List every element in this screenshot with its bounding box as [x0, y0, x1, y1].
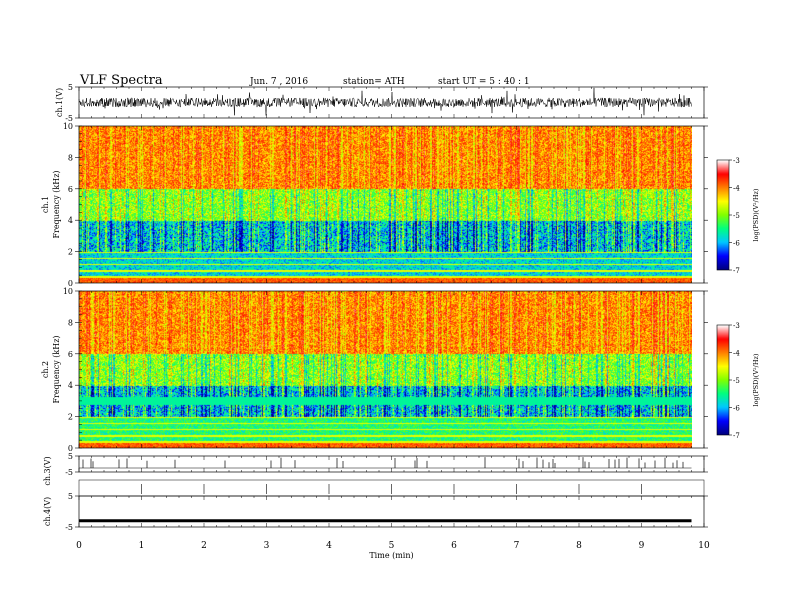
spectrogram-layer	[79, 126, 692, 448]
x-tick-label: 9	[639, 541, 645, 551]
marks-layer	[78, 87, 692, 523]
ch3-ytick-label: 5	[68, 452, 73, 461]
x-axis-label: Time (min)	[369, 551, 413, 560]
colorbar-tick-label: -3	[733, 157, 740, 165]
x-tick-label: 10	[698, 541, 710, 551]
panel-frame-gap	[78, 479, 705, 497]
x-tick-label: 6	[451, 541, 457, 551]
start-time-label: start UT = 5 : 40 : 1	[438, 77, 530, 87]
figure-title: VLF Spectra	[79, 73, 163, 88]
ch2-spec-ytick-label: 4	[68, 381, 73, 390]
ch2-spec-ytick-label: 10	[63, 287, 73, 296]
colorbar-label: log(PSD)(V²/Hz)	[752, 353, 760, 406]
colorbar-ch2	[717, 325, 729, 435]
ch3-ytick-label: -5	[65, 468, 73, 477]
ch2-spec-ytick-label: 6	[68, 350, 73, 359]
x-tick-label: 4	[326, 541, 332, 551]
x-tick-label: 0	[76, 541, 82, 551]
colorbar-tick-label: -5	[733, 212, 740, 220]
ch4-ylabel: ch.4(V)	[43, 497, 52, 526]
ch4-ytick-label: -5	[65, 523, 73, 532]
ch2-spec-ytick-label: 0	[68, 444, 73, 453]
ch3-ylabel: ch.3(V)	[43, 456, 52, 485]
ch2-spec-ylabel-freq: Frequency (kHz)	[52, 335, 61, 403]
ch4-ytick-label: 5	[68, 492, 73, 501]
ch1-ytick-label: -5	[65, 114, 73, 123]
x-tick-label: 7	[514, 541, 520, 551]
x-tick-label: 5	[389, 541, 395, 551]
ch1-spec-ytick-label: 10	[63, 122, 73, 131]
ch1-waveform-line	[78, 87, 692, 116]
spectrogram-image-ch1	[79, 126, 692, 283]
ch1-spec-ylabel-freq: Frequency (kHz)	[52, 170, 61, 238]
ch2-spec-ytick-label: 8	[68, 318, 73, 327]
station-label: station= ATH	[343, 77, 405, 87]
axes-layer: -3 -4 -5 -6 -7 log(PSD)(V²/Hz) -3 -4 -5 -6 -7 log(P…	[41, 83, 760, 560]
ch2-spec-ylabel: ch.2	[41, 361, 50, 378]
ch2-spec-ytick-label: 2	[68, 413, 73, 422]
spectrogram-image-ch2	[79, 291, 692, 448]
date-label: Jun. 7 , 2016	[249, 77, 308, 87]
colorbar-tick-label: -7	[733, 267, 740, 275]
x-tick-label: 8	[576, 541, 582, 551]
colorbar-tick-label: -7	[733, 432, 740, 440]
ch1-spec-ytick-label: 6	[68, 185, 73, 194]
ch1-spec-ytick-label: 8	[68, 153, 73, 162]
x-tick-label: 1	[139, 541, 145, 551]
colorbar-tick-label: -3	[733, 322, 740, 330]
ch1-spec-ytick-label: 2	[68, 248, 73, 257]
colorbar-tick-label: -6	[733, 405, 740, 413]
colorbar-tick-label: -4	[733, 185, 740, 193]
colorbar-tick-label: -5	[733, 377, 740, 385]
ch1-spec-ytick-label: 0	[68, 279, 73, 288]
ch1-spec-ylabel: ch.1	[41, 196, 50, 213]
ch1-ylabel: ch.1(V)	[55, 88, 64, 117]
ch1-ytick-label: 5	[68, 83, 73, 92]
colorbar-tick-label: -4	[733, 350, 740, 358]
colorbar-ch1	[717, 160, 729, 270]
panel-frame-w4	[78, 495, 705, 528]
x-tick-label: 2	[201, 541, 207, 551]
colorbar-tick-label: -6	[733, 240, 740, 248]
colorbar-label: log(PSD)(V²/Hz)	[752, 188, 760, 241]
ch1-spec-ytick-label: 4	[68, 216, 73, 225]
x-tick-label: 3	[264, 541, 270, 551]
